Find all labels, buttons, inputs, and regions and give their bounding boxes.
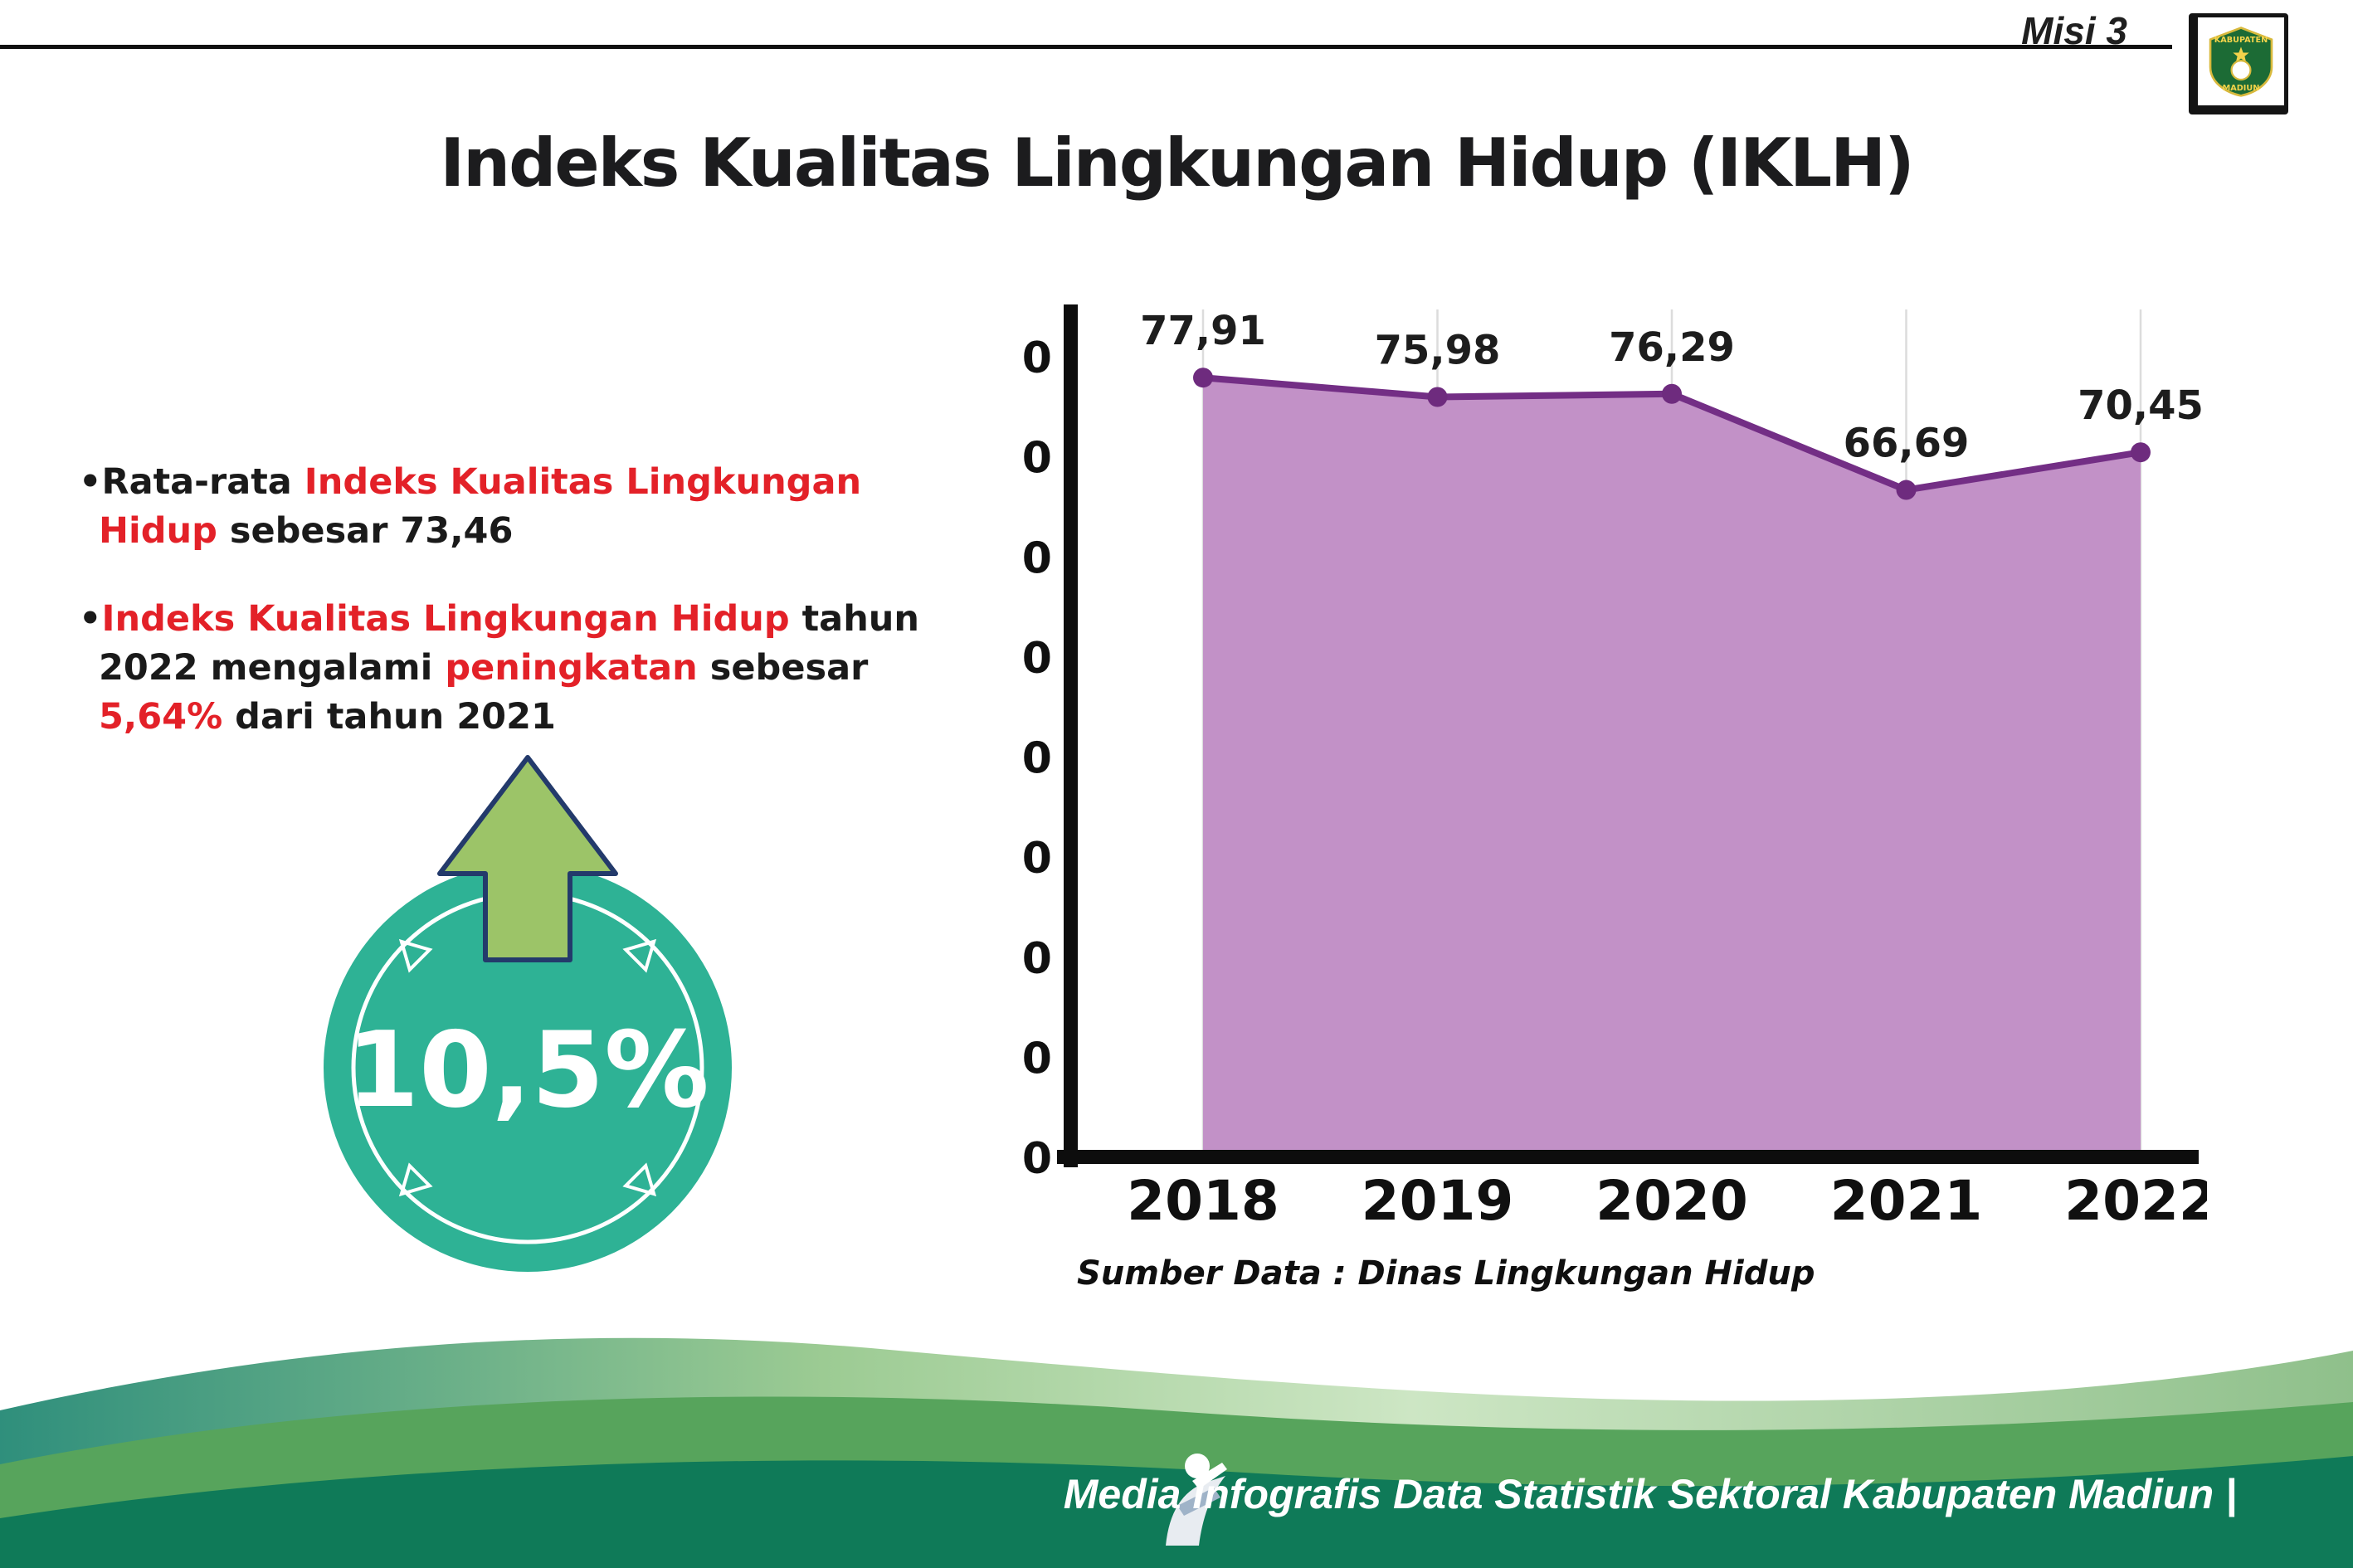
svg-text:60: 60 <box>1021 533 1052 583</box>
growth-badge: 10,5% <box>315 751 740 1282</box>
svg-text:80: 80 <box>1021 334 1052 383</box>
chart-series <box>1193 368 2151 1157</box>
svg-text:70: 70 <box>1021 434 1052 484</box>
header-rule <box>0 45 2172 49</box>
svg-text:70,45: 70,45 <box>2078 382 2204 429</box>
page-title: Indeks Kualitas Lingkungan Hidup (IKLH) <box>440 124 1914 202</box>
y-axis-line <box>1064 304 1078 1167</box>
bullet-dot: • <box>79 597 102 640</box>
svg-text:66,69: 66,69 <box>1844 421 1970 467</box>
growth-badge-graphic: 10,5% <box>324 755 732 1272</box>
svg-text:77,91: 77,91 <box>1140 308 1266 354</box>
text-segment: sebesar 73,46 <box>217 510 514 553</box>
bullet-average: •Rata-rata Indeks Kualitas Lingkungan Hi… <box>79 458 933 557</box>
badge-value: 10,5% <box>346 1009 709 1131</box>
text-segment: sebesar <box>697 646 869 689</box>
text-segment-highlight: Indeks Kualitas Lingkungan Hidup <box>101 597 790 640</box>
ring-ticks <box>398 938 657 1197</box>
svg-text:2022: 2022 <box>2064 1169 2207 1232</box>
logo-bottom-text: MADIUN <box>2223 84 2260 93</box>
key-points: •Rata-rata Indeks Kualitas Lingkungan Hi… <box>79 458 933 781</box>
svg-text:2021: 2021 <box>1830 1169 1983 1232</box>
svg-text:40: 40 <box>1021 734 1052 784</box>
crest-icon: KABUPATEN MADIUN <box>2209 27 2273 97</box>
svg-text:75,98: 75,98 <box>1375 327 1501 373</box>
svg-text:0: 0 <box>1022 1134 1052 1184</box>
svg-text:10: 10 <box>1021 1034 1052 1083</box>
up-arrow-icon <box>437 755 618 962</box>
kabupaten-madiun-logo: KABUPATEN MADIUN <box>2189 13 2288 114</box>
text-segment: dari tahun 2021 <box>222 696 556 738</box>
credit-text: Media Infografis Data Statistik Sektoral… <box>1063 1471 2237 1517</box>
footer: Media Infografis Data Statistik Sektoral… <box>0 1286 2353 1568</box>
text-segment-highlight: 5,64% <box>99 696 223 738</box>
chart-value-labels: 77,91 75,98 76,29 66,69 70,45 <box>1140 308 2204 466</box>
svg-text:50: 50 <box>1021 634 1052 684</box>
svg-text:2020: 2020 <box>1595 1169 1748 1232</box>
iklh-area-chart: 0 10 20 30 40 50 60 70 80 2018 2019 2020 2021 2022 77… <box>992 295 2217 1233</box>
text-segment: Rata-rata <box>101 461 304 503</box>
chart-canvas: 0 10 20 30 40 50 60 70 80 2018 2019 2020 2021 2022 77… <box>992 304 2217 1233</box>
svg-text:20: 20 <box>1021 934 1052 984</box>
svg-text:76,29: 76,29 <box>1609 324 1735 371</box>
svg-text:2019: 2019 <box>1362 1169 1514 1232</box>
footer-waves <box>0 1337 2353 1568</box>
svg-text:30: 30 <box>1021 834 1052 884</box>
text-segment-highlight: peningkatan <box>445 646 698 689</box>
bullet-dot: • <box>79 461 102 503</box>
text-segment-highlight: Indeks Kualitas Lingkungan Hidup <box>99 461 862 553</box>
bullet-increase: •Indeks Kualitas Lingkungan Hidup tahun … <box>79 595 933 743</box>
svg-text:2018: 2018 <box>1127 1169 1279 1232</box>
mascot-icon <box>1166 1454 1227 1546</box>
data-source-note: Sumber Data : Dinas Lingkungan Hidup <box>1077 1254 1815 1293</box>
text-segment: tahun 2022 mengalami <box>99 597 920 689</box>
logo-top-text: KABUPATEN <box>2214 36 2268 45</box>
badge-circle <box>324 864 732 1272</box>
x-axis-line <box>1057 1150 2199 1164</box>
crest-center <box>2230 60 2252 81</box>
star-icon <box>2233 46 2249 62</box>
